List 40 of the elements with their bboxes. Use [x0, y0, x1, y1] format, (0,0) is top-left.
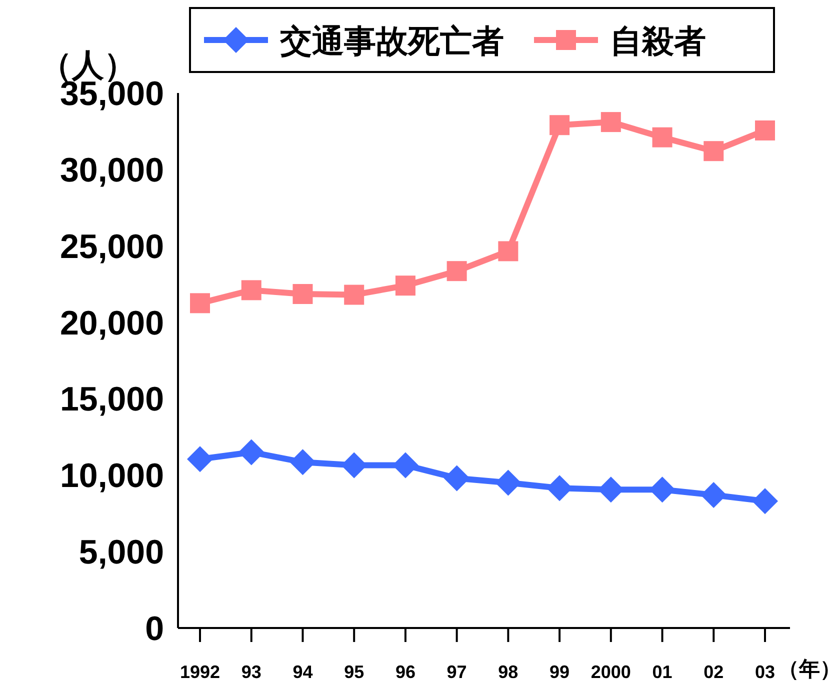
x-tick-label: 96: [395, 662, 416, 682]
legend-label: 自殺者: [610, 22, 706, 60]
point: [495, 470, 522, 496]
point: [241, 280, 262, 300]
point: [187, 446, 213, 472]
point: [498, 241, 518, 262]
legend-label: 交通事故死亡者: [279, 22, 504, 60]
x-tick-label: 2000: [590, 662, 631, 682]
y-tick-label: 5,000: [78, 534, 164, 572]
y-tick-label: 10,000: [60, 457, 164, 496]
y-tick-label: 30,000: [60, 151, 164, 190]
x-tick-label: 95: [344, 662, 364, 682]
point: [190, 293, 210, 314]
x-tick-label: 94: [292, 662, 313, 682]
x-tick-label: 1992: [180, 662, 220, 682]
x-tick-label: 03: [754, 662, 776, 682]
point: [600, 112, 621, 132]
y-tick-label: 0: [145, 610, 164, 648]
point: [752, 488, 778, 514]
x-tick-label: 02: [704, 662, 724, 682]
x-axis-title: （年）: [778, 657, 838, 681]
point: [344, 284, 364, 305]
point: [755, 120, 775, 140]
point: [444, 465, 470, 492]
x-tick-label: 01: [652, 662, 672, 682]
x-tick-label: 99: [550, 662, 570, 682]
x-tick-label: 93: [241, 662, 262, 682]
point: [550, 115, 570, 136]
point: [446, 261, 467, 282]
y-tick-label: 15,000: [60, 380, 164, 419]
point: [652, 127, 672, 148]
point: [292, 284, 313, 304]
point: [238, 439, 264, 466]
point: [395, 276, 416, 296]
x-tick-label: 97: [446, 662, 467, 682]
point: [704, 141, 724, 162]
x-tick-label: 98: [498, 662, 518, 682]
y-tick-label: 20,000: [60, 304, 164, 342]
y-tick-label: 25,000: [60, 228, 164, 266]
point: [700, 482, 727, 508]
